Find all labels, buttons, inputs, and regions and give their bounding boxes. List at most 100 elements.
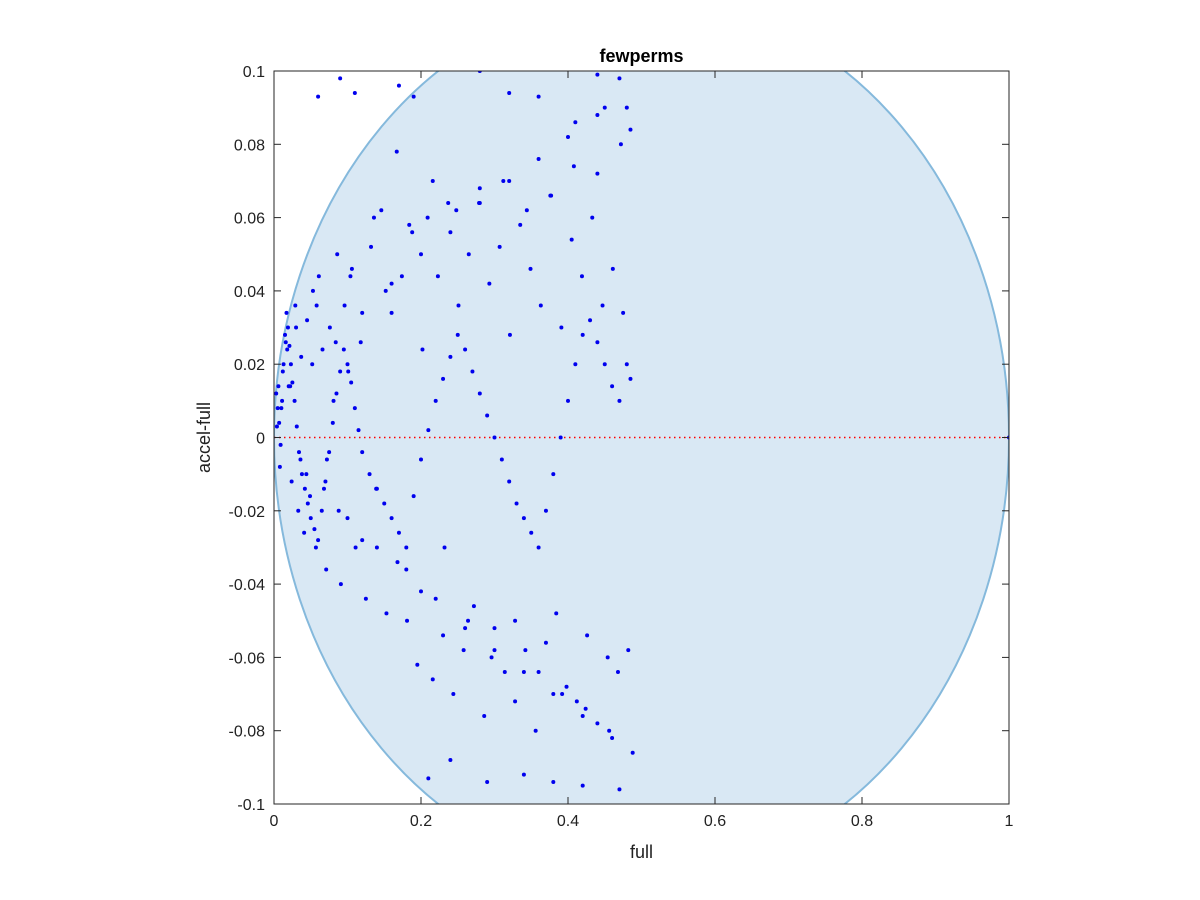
data-point (324, 567, 329, 572)
data-point (580, 783, 585, 788)
data-point (420, 347, 425, 352)
data-point (536, 156, 541, 161)
data-point (595, 72, 600, 77)
data-point (323, 479, 328, 484)
data-point (595, 112, 600, 117)
data-point (466, 618, 471, 623)
data-point (600, 303, 605, 308)
data-point (419, 457, 423, 462)
data-point (330, 420, 335, 425)
data-point (610, 384, 615, 389)
data-point (335, 252, 340, 257)
data-point (294, 424, 299, 429)
data-point (320, 347, 325, 352)
data-point (296, 508, 301, 513)
data-point (313, 545, 318, 550)
data-point (425, 215, 430, 220)
data-point (405, 618, 410, 623)
data-point (287, 343, 292, 348)
data-point (305, 318, 310, 323)
y-tick-label: -0.08 (229, 724, 266, 741)
data-point (569, 237, 574, 242)
data-point (607, 728, 612, 733)
data-point (341, 347, 346, 352)
data-point (524, 208, 529, 213)
data-point (321, 486, 326, 491)
data-point (319, 508, 324, 513)
data-point (501, 178, 506, 183)
data-point (463, 626, 468, 631)
data-point (331, 398, 336, 403)
data-point (538, 303, 543, 308)
data-point (296, 450, 301, 455)
data-point (333, 340, 338, 345)
data-point (554, 611, 559, 616)
data-point (374, 545, 379, 550)
data-point (389, 310, 394, 315)
data-point (615, 670, 620, 675)
data-point (281, 362, 286, 367)
data-point (369, 244, 374, 249)
data-point (451, 692, 456, 697)
data-point (477, 200, 482, 205)
data-point (426, 428, 431, 433)
data-point (288, 362, 293, 367)
chart-title: fewperms (599, 46, 683, 66)
data-point (379, 208, 384, 213)
data-point (626, 648, 631, 653)
data-point (628, 376, 633, 381)
data-point (521, 670, 526, 675)
data-point (573, 362, 578, 367)
data-point (446, 200, 451, 205)
data-point (289, 479, 294, 484)
data-point (602, 105, 607, 110)
data-point (466, 252, 471, 257)
y-tick-label: 0 (256, 431, 265, 448)
data-point (610, 266, 615, 271)
data-point (617, 787, 622, 792)
data-point (305, 501, 310, 506)
data-point (442, 545, 447, 550)
data-point (348, 274, 353, 279)
data-point (583, 706, 588, 711)
data-point (316, 538, 321, 543)
data-point (310, 362, 315, 367)
data-point (314, 303, 319, 308)
data-point (492, 648, 497, 653)
data-point (411, 94, 416, 99)
y-tick-label: -0.1 (237, 797, 265, 814)
data-point (430, 178, 435, 183)
data-point (579, 274, 584, 279)
data-point (514, 501, 519, 506)
data-point (410, 230, 415, 235)
data-point (404, 567, 409, 572)
data-point (280, 398, 285, 403)
data-point (580, 714, 585, 719)
data-point (316, 274, 321, 279)
data-point (513, 699, 518, 704)
data-point (559, 325, 564, 330)
data-point (574, 699, 579, 704)
data-point (292, 398, 297, 403)
data-point (602, 362, 607, 367)
data-point (356, 428, 361, 433)
data-point (448, 758, 453, 763)
data-point (294, 325, 299, 330)
data-point (551, 472, 556, 477)
data-point (433, 596, 438, 601)
data-point (558, 435, 563, 440)
data-point (482, 714, 487, 719)
data-point (389, 516, 394, 521)
data-point (571, 164, 576, 169)
data-point (528, 266, 533, 271)
data-point (529, 530, 534, 535)
data-point (507, 479, 512, 484)
data-point (456, 303, 461, 308)
data-point (299, 354, 304, 359)
data-point (360, 310, 365, 315)
data-point (336, 508, 341, 513)
data-point (274, 424, 279, 429)
data-point (360, 450, 365, 455)
data-point (415, 662, 420, 667)
